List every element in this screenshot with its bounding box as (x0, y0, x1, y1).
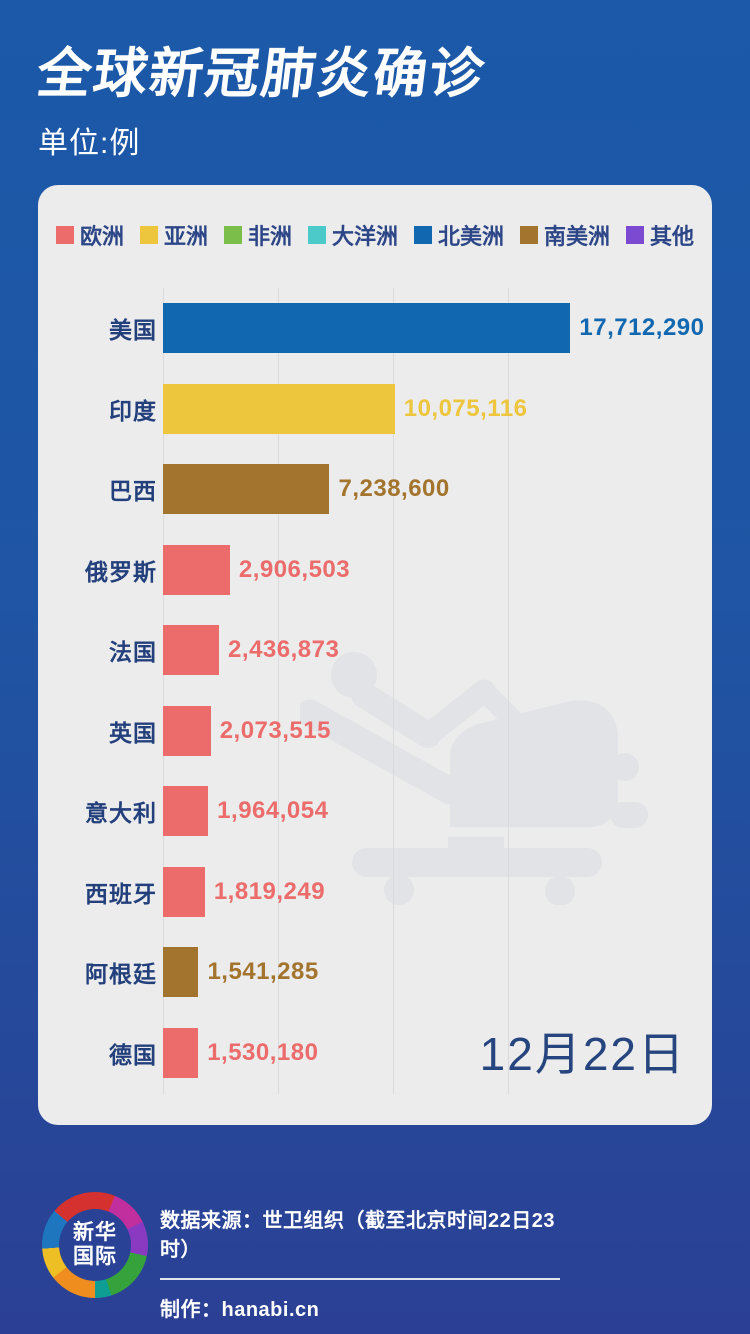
bar-row: 印度 10,075,116 (38, 369, 712, 450)
bar (163, 786, 209, 837)
bar-row: 巴西 7,238,600 (38, 449, 712, 530)
bar (163, 544, 230, 595)
bar (163, 947, 199, 998)
country-label: 西班牙 (85, 880, 157, 907)
bar-zone: 10,075,116 (163, 369, 712, 450)
bar-row: 德国 1,530,180 (38, 1013, 712, 1094)
country-label: 俄罗斯 (85, 558, 157, 585)
legend-swatch-icon (223, 226, 242, 244)
legend-label: 非洲 (247, 224, 292, 249)
country-label: 法国 (109, 639, 157, 666)
date-label: 12月22日 (479, 1028, 686, 1080)
country-label: 巴西 (109, 478, 157, 505)
chart-card: 欧洲 亚洲 非洲 大洋洲 北美洲 南美洲 其他 美国 17,712,290 印度 (38, 185, 712, 1125)
bar (163, 625, 220, 676)
bar-zone: 2,906,503 (163, 530, 712, 611)
country-label: 英国 (109, 719, 157, 746)
country-label: 意大利 (85, 800, 157, 827)
legend-label: 南美洲 (544, 224, 611, 249)
value-label: 7,238,600 (338, 475, 450, 503)
xinhua-international-logo: 新华 国际 (42, 1192, 148, 1298)
value-label: 1,541,285 (207, 958, 319, 986)
legend-label: 亚洲 (163, 224, 208, 249)
logo-text: 新华 国际 (59, 1209, 131, 1281)
bar-row: 俄罗斯 2,906,503 (38, 530, 712, 611)
legend-item: 非洲 (223, 219, 292, 251)
bar-row: 西班牙 1,819,249 (38, 852, 712, 933)
country-label: 美国 (109, 317, 157, 344)
legend-swatch-icon (414, 226, 432, 244)
footer-divider (160, 1278, 560, 1280)
legend-label: 其他 (650, 224, 695, 249)
bar-row: 阿根廷 1,541,285 (38, 932, 712, 1013)
footer-text-block: 数据来源：世卫组织（截至北京时间22日23时） 制作：hanabi.cn (160, 1204, 570, 1322)
legend-item: 大洋洲 (307, 219, 398, 251)
legend-item: 亚洲 (139, 219, 208, 251)
legend-swatch-icon (307, 226, 326, 244)
legend-swatch-icon (626, 226, 645, 244)
bar (163, 464, 330, 515)
bar (163, 866, 205, 917)
logo-text-line1: 新华 (73, 1220, 117, 1244)
legend-swatch-icon (520, 226, 539, 244)
legend-label: 大洋洲 (331, 224, 398, 249)
bar-zone: 1,819,249 (163, 852, 712, 933)
country-label: 阿根廷 (85, 961, 157, 988)
credit-label: 制作：hanabi.cn (160, 1299, 320, 1321)
value-label: 2,073,515 (219, 716, 331, 744)
value-label: 1,819,249 (213, 877, 326, 905)
country-label: 印度 (109, 397, 157, 424)
logo-text-line2: 国际 (73, 1245, 117, 1268)
value-label: 17,712,290 (579, 314, 705, 342)
value-label: 10,075,116 (403, 394, 528, 422)
chart-legend: 欧洲 亚洲 非洲 大洋洲 北美洲 南美洲 其他 (38, 219, 712, 251)
bar-zone: 2,436,873 (163, 610, 712, 691)
bar-row: 英国 2,073,515 (38, 691, 712, 772)
legend-item: 南美洲 (520, 219, 610, 251)
bar-row: 意大利 1,964,054 (38, 771, 712, 852)
legend-label: 欧洲 (79, 224, 124, 249)
page-title: 全球新冠肺炎确诊 (33, 44, 490, 104)
bar-zone: 2,073,515 (163, 691, 712, 772)
bar (163, 1027, 199, 1078)
value-label: 1,530,180 (207, 1038, 319, 1066)
value-label: 2,906,503 (238, 555, 351, 583)
legend-swatch-icon (139, 226, 158, 244)
legend-item: 欧洲 (55, 219, 124, 251)
value-label: 2,436,873 (228, 636, 340, 664)
value-label: 1,964,054 (217, 797, 329, 825)
bar (163, 303, 571, 354)
legend-swatch-icon (55, 226, 74, 244)
bar-zone: 1,964,054 (163, 771, 712, 852)
bar-row: 法国 2,436,873 (38, 610, 712, 691)
bar-zone: 1,530,180 (163, 1013, 712, 1094)
bar-row: 美国 17,712,290 (38, 288, 712, 369)
bar (163, 705, 211, 756)
legend-label: 北美洲 (438, 224, 505, 249)
bar-zone: 1,541,285 (163, 932, 712, 1013)
bar-rows: 美国 17,712,290 印度 10,075,116 巴西 7,238,600… (38, 288, 712, 1093)
country-label: 德国 (109, 1041, 157, 1068)
unit-label: 单位:例 (38, 127, 141, 160)
legend-item: 其他 (626, 219, 694, 251)
bar-zone: 7,238,600 (163, 449, 712, 530)
bar-zone: 17,712,290 (163, 288, 712, 369)
legend-item: 北美洲 (414, 219, 504, 251)
data-source-label: 数据来源：世卫组织（截至北京时间22日23时） (160, 1210, 555, 1261)
bar (163, 383, 395, 434)
